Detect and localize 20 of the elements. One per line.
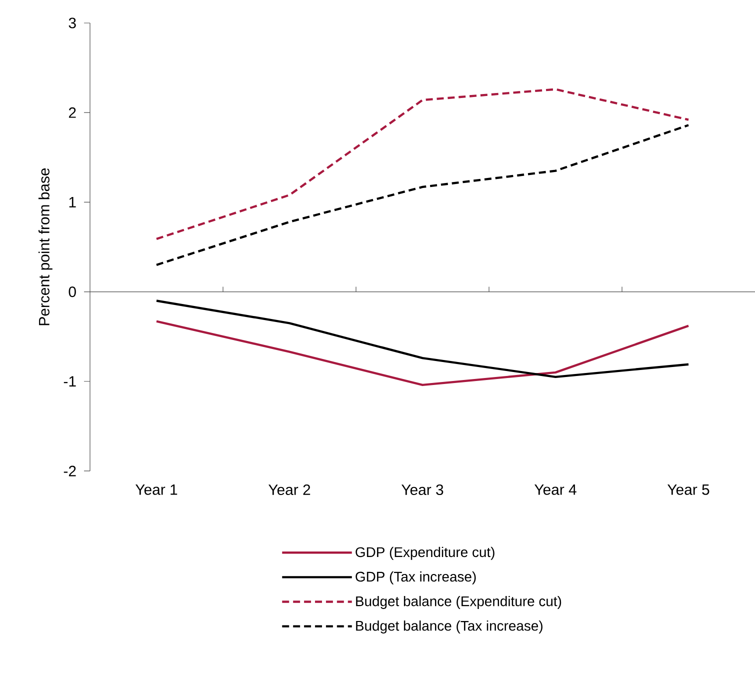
legend-label: Budget balance (Tax increase): [356, 620, 542, 634]
y-tick-label: 3: [68, 18, 76, 28]
line-series: [155, 300, 690, 378]
y-tick-label: 1: [69, 197, 76, 208]
x-tick-label: Year 5: [668, 484, 710, 495]
line-series: [155, 124, 690, 266]
y-tick-label: 0: [68, 286, 76, 298]
line-series: [155, 320, 690, 386]
y-axis-title: Percent point from base: [38, 168, 52, 326]
x-tick-label: Year 1: [136, 484, 178, 495]
legend-label: GDP (Expenditure cut): [356, 546, 494, 560]
x-tick-label: Year 3: [402, 484, 444, 496]
line-series: [155, 88, 690, 240]
legend-label: Budget balance (Expenditure cut): [356, 596, 562, 609]
y-tick-label: 2: [68, 107, 76, 118]
x-tick-label: Year 4: [534, 484, 576, 495]
x-tick-label: Year 2: [268, 484, 310, 496]
legend-label: GDP (Tax increase): [356, 571, 476, 584]
y-tick-label: -1: [64, 376, 76, 387]
y-tick-label: -2: [64, 466, 76, 476]
